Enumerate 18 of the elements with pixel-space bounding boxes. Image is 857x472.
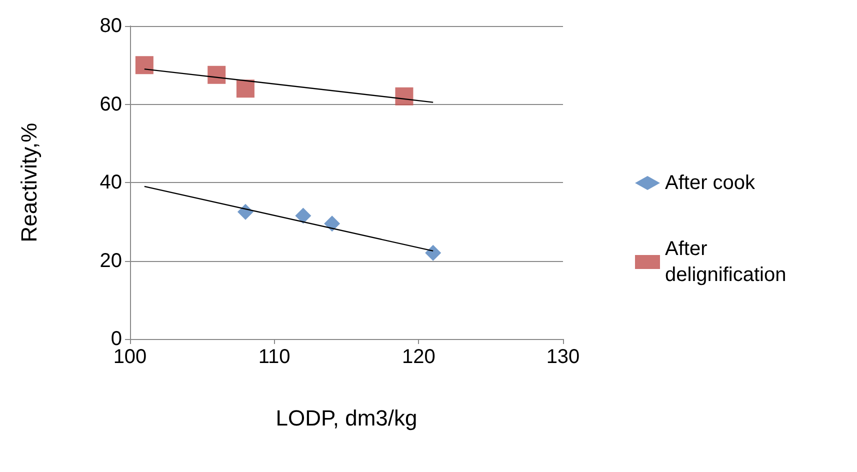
x-tick-label: 130	[546, 346, 580, 368]
legend-label: After delignification	[665, 238, 786, 286]
point	[324, 216, 340, 232]
y-axis-title: Reactivity,%	[16, 122, 42, 242]
y-tick-label: 20	[100, 250, 122, 272]
x-tick-label: 110	[258, 346, 290, 368]
point	[425, 244, 442, 261]
y-tick-label: 60	[100, 93, 122, 116]
x-tick-label: 120	[402, 346, 436, 368]
legend-label: After cook	[665, 172, 756, 194]
point	[208, 66, 226, 84]
point	[236, 80, 254, 98]
point	[395, 87, 414, 106]
point	[295, 208, 312, 224]
y-tick-label: 40	[100, 172, 122, 194]
point	[135, 56, 154, 74]
y-tick-label: 80	[100, 15, 122, 37]
x-axis-title: LODP, dm3/kg	[276, 406, 418, 430]
